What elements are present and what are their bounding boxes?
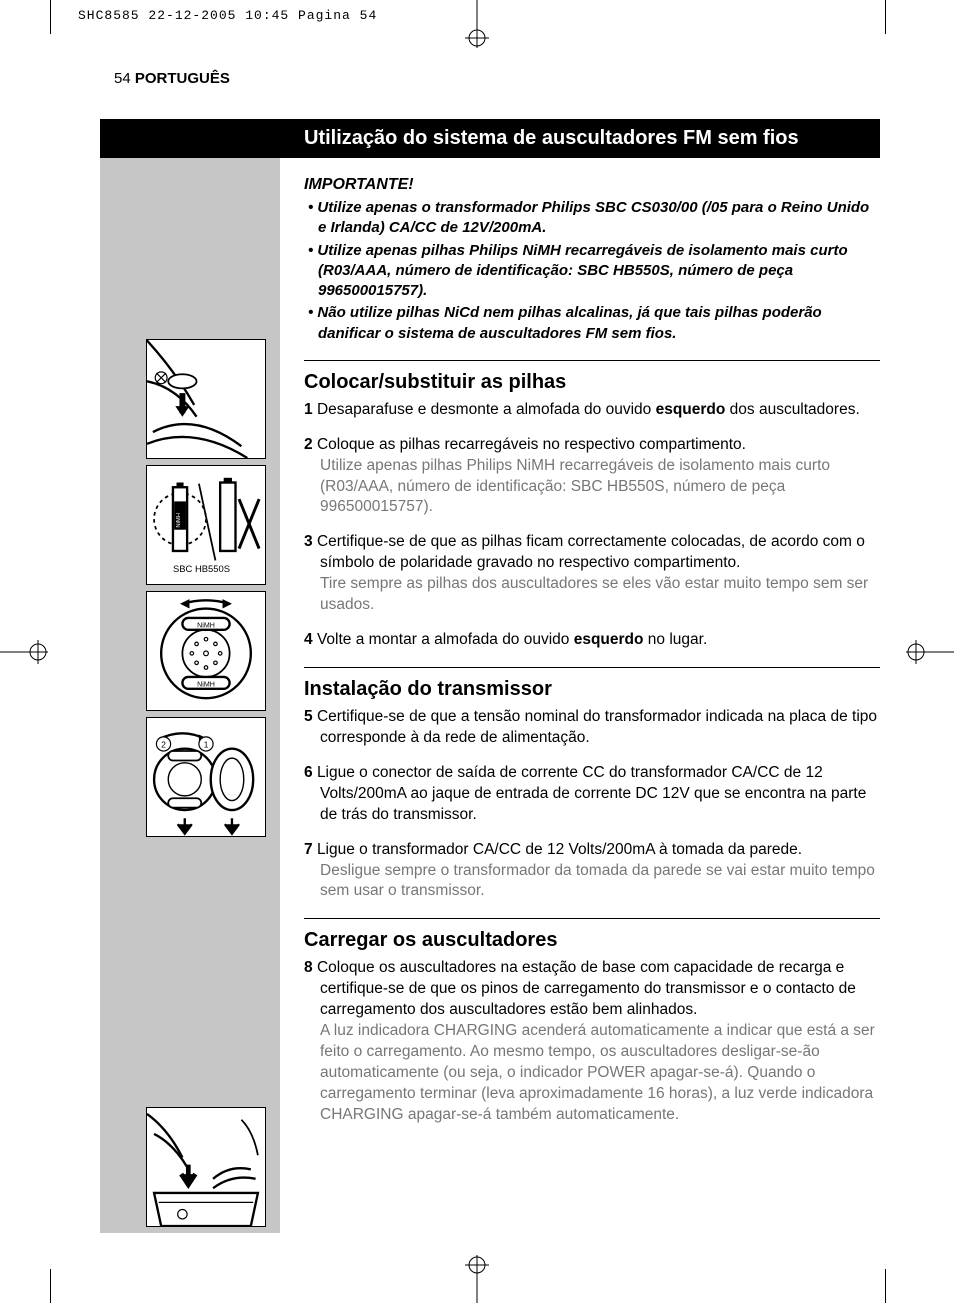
svg-text:SBC HB550S: SBC HB550S xyxy=(173,563,230,574)
illustration-batteries: NiMH SBC HB550S xyxy=(146,465,266,585)
step-8: 8 Coloque os auscultadores na estação de… xyxy=(304,958,880,1125)
step-7: 7 Ligue o transformador CA/CC de 12 Volt… xyxy=(304,840,880,903)
main-content: Utilização do sistema de auscultadores F… xyxy=(280,119,880,1233)
important-item: Utilize apenas o transformador Philips S… xyxy=(304,198,880,239)
svg-text:NiMH: NiMH xyxy=(176,513,182,528)
print-meta-header: SHC8585 22-12-2005 10:45 Pagina 54 xyxy=(78,8,377,23)
registration-mark-right xyxy=(906,634,954,670)
important-list: Utilize apenas o transformador Philips S… xyxy=(304,198,880,344)
registration-mark-top xyxy=(459,0,495,48)
crop-tick-tr xyxy=(885,0,886,34)
divider xyxy=(304,667,880,668)
important-item: Não utilize pilhas NiCd nem pilhas alcal… xyxy=(304,303,880,344)
crop-tick-br xyxy=(885,1269,886,1303)
page-number: 54 xyxy=(114,70,131,87)
step-3: 3 Certifique-se de que as pilhas ficam c… xyxy=(304,532,880,616)
svg-text:NiMH: NiMH xyxy=(197,621,215,629)
illustration-earcup-reassemble: 1 2 xyxy=(146,717,266,837)
svg-text:2: 2 xyxy=(161,741,166,750)
two-column-layout: NiMH SBC HB550S xyxy=(100,119,880,1233)
important-title: IMPORTANTE! xyxy=(304,176,880,194)
charge-section-title: Carregar os auscultadores xyxy=(304,929,880,952)
page-language: PORTUGUÊS xyxy=(135,70,230,87)
step-6: 6 Ligue o conector de saída de corrente … xyxy=(304,763,880,826)
important-block: IMPORTANTE! Utilize apenas o transformad… xyxy=(304,176,880,344)
illustration-earcup-polarity: NiMH NiMH xyxy=(146,591,266,711)
svg-text:1: 1 xyxy=(204,741,209,750)
svg-text:NiMH: NiMH xyxy=(197,680,215,688)
sidebar-illustrations: NiMH SBC HB550S xyxy=(100,119,280,1233)
batteries-section-title: Colocar/substituir as pilhas xyxy=(304,371,880,394)
page-header: 54 PORTUGUÊS xyxy=(100,70,880,87)
step-1: 1 Desaparafuse e desmonte a almofada do … xyxy=(304,400,880,421)
step-4: 4 Volte a montar a almofada do ouvido es… xyxy=(304,630,880,651)
step-2: 2 Coloque as pilhas recarregáveis no res… xyxy=(304,435,880,519)
crop-tick-bl xyxy=(50,1269,51,1303)
illustration-earcup-open xyxy=(146,339,266,459)
important-item: Utilize apenas pilhas Philips NiMH recar… xyxy=(304,241,880,302)
registration-mark-bottom xyxy=(459,1255,495,1303)
crop-tick-tl xyxy=(50,0,51,34)
section-banner-text: Utilização do sistema de auscultadores F… xyxy=(280,119,880,158)
section-banner: Utilização do sistema de auscultadores F… xyxy=(100,119,880,158)
step-5: 5 Certifique-se de que a tensão nominal … xyxy=(304,707,880,749)
illustration-charging-dock xyxy=(146,1107,266,1227)
transmitter-section-title: Instalação do transmissor xyxy=(304,678,880,701)
divider xyxy=(304,918,880,919)
page-body: 54 PORTUGUÊS xyxy=(100,70,880,1233)
divider xyxy=(304,360,880,361)
registration-mark-left xyxy=(0,634,48,670)
